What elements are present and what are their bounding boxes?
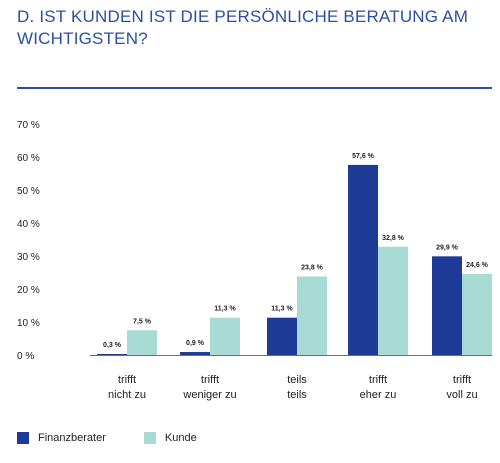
- y-tick-label: 40 %: [17, 219, 40, 230]
- y-tick-label: 50 %: [17, 186, 40, 197]
- bar-finanzberater: [267, 317, 297, 355]
- legend: Finanzberater Kunde: [17, 432, 235, 444]
- data-label: 7,5 %: [133, 318, 152, 325]
- bar-finanzberater: [348, 164, 378, 355]
- bar-kunde: [297, 276, 327, 355]
- title-divider: [17, 87, 492, 89]
- legend-swatch-kunde: [143, 432, 156, 444]
- category-label: eher zu: [360, 389, 397, 401]
- category-label: weniger zu: [182, 389, 236, 401]
- bar-kunde: [127, 330, 157, 355]
- bar-finanzberater: [180, 352, 210, 355]
- y-tick-label: 30 %: [17, 252, 40, 263]
- data-label: 24,6 %: [466, 262, 489, 269]
- legend-item-kunde: Kunde: [143, 432, 197, 444]
- category-label: teils: [287, 374, 307, 386]
- data-label: 11,3 %: [214, 306, 236, 313]
- category-label: trifft: [118, 374, 136, 386]
- bar-kunde: [378, 246, 408, 355]
- y-tick-label: 10 %: [17, 318, 40, 329]
- y-tick-label: 70 %: [17, 120, 40, 131]
- bar-kunde: [462, 273, 492, 355]
- data-label: 0,9 %: [186, 340, 205, 347]
- category-label: trifft: [369, 374, 387, 386]
- category-label: trifft: [453, 374, 471, 386]
- legend-label-finanzberater: Finanzberater: [38, 432, 106, 444]
- y-tick-label: 60 %: [17, 153, 40, 164]
- bar-finanzberater: [432, 256, 462, 355]
- data-label: 29,9 %: [436, 244, 459, 251]
- data-label: 11,3 %: [271, 306, 293, 313]
- legend-swatch-finanzberater: [17, 432, 29, 444]
- category-label: trifft: [201, 374, 219, 386]
- y-tick-label: 0 %: [17, 351, 34, 362]
- legend-item-finanzberater: Finanzberater: [17, 432, 106, 444]
- bar-finanzberater: [97, 354, 127, 355]
- legend-label-kunde: Kunde: [164, 432, 197, 444]
- chart-title: D. IST KUNDEN IST DIE PERSÖNLICHE BERATU…: [17, 7, 469, 48]
- category-label: teils: [287, 389, 307, 401]
- y-tick-label: 20 %: [17, 285, 40, 296]
- data-label: 0,3 %: [103, 342, 122, 349]
- category-label: nicht zu: [108, 389, 146, 401]
- bar-kunde: [210, 317, 240, 355]
- data-label: 57,6 %: [352, 153, 375, 160]
- data-label: 23,8 %: [301, 264, 324, 271]
- category-label: voll zu: [446, 389, 477, 401]
- data-label: 32,8 %: [382, 235, 405, 242]
